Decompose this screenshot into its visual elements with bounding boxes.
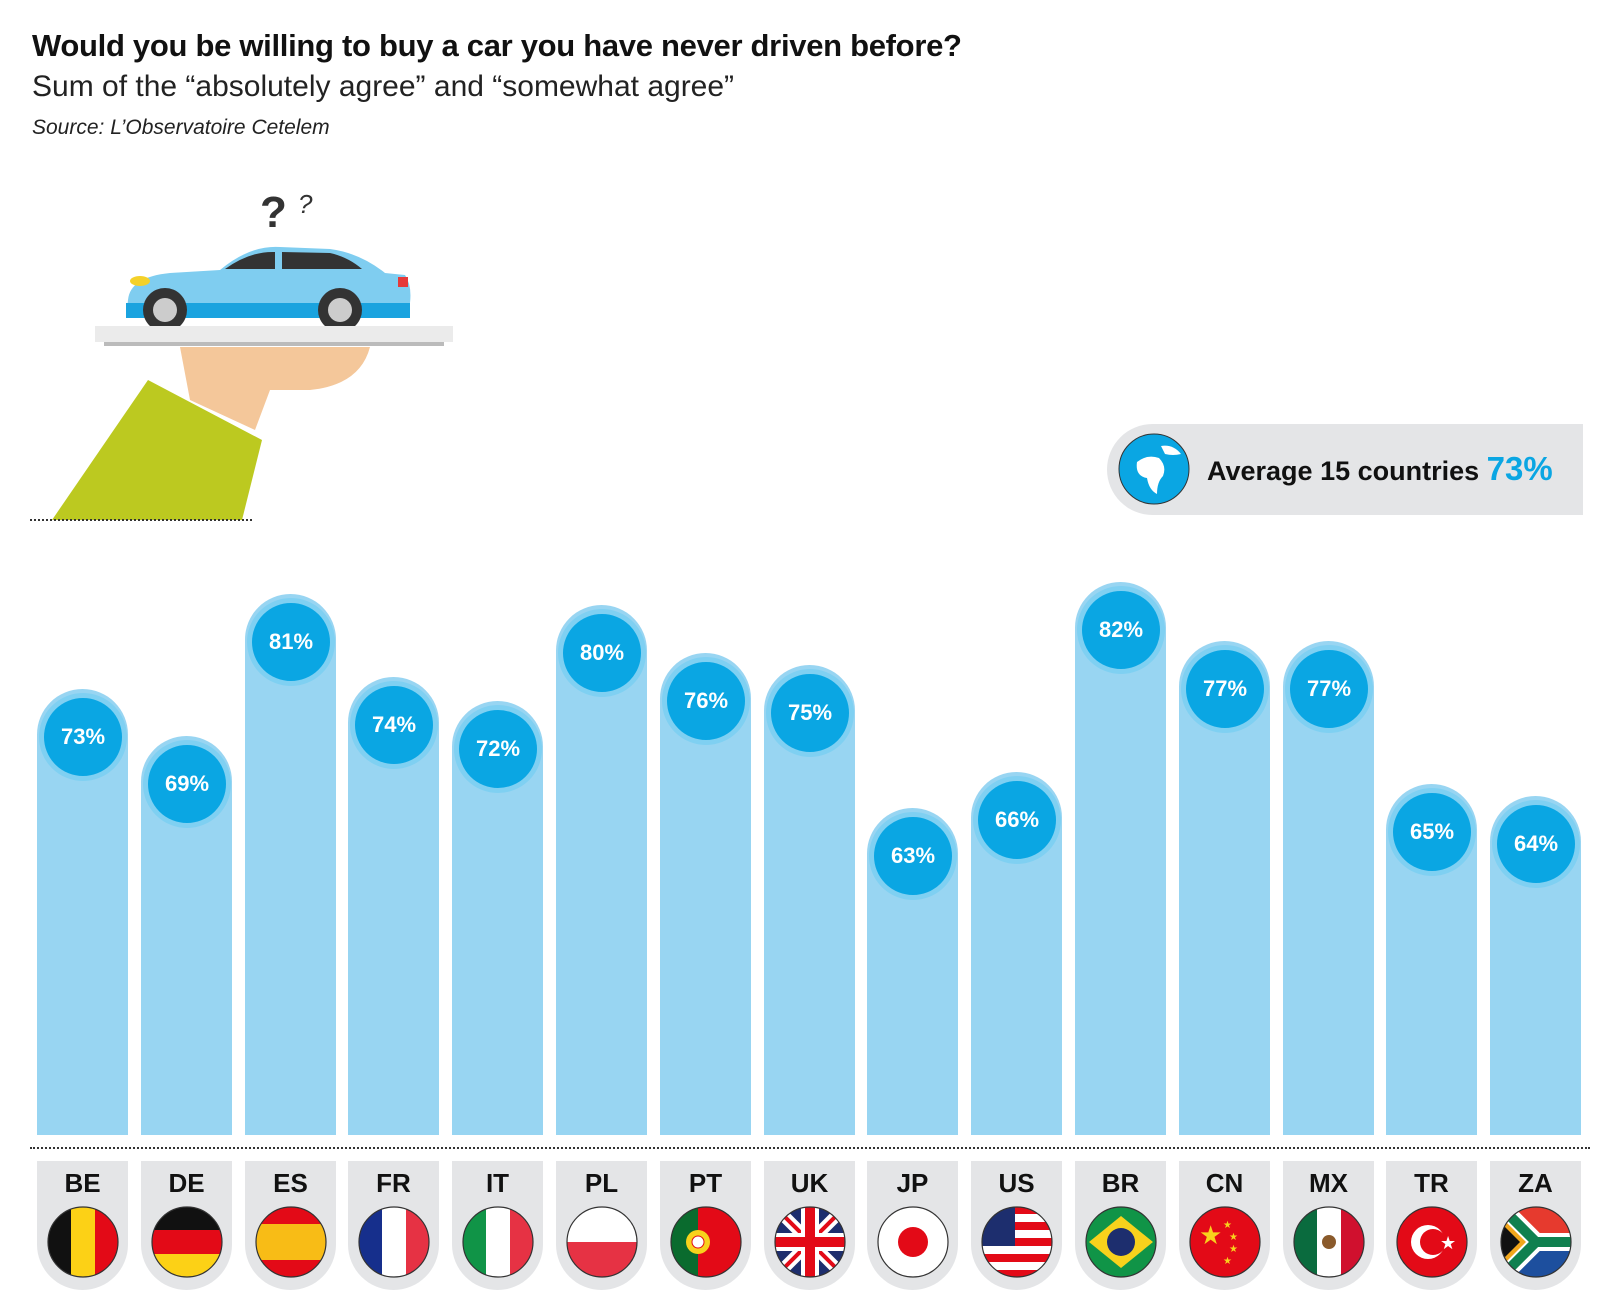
tick-label-br: BR (1101, 1168, 1140, 1198)
illustration-ground-line (30, 519, 252, 521)
value-label-es: 81% (247, 597, 335, 686)
flag-icon-br (1085, 1206, 1157, 1283)
tick-label-pl: PL (584, 1168, 619, 1198)
flag-icon-fr (358, 1206, 430, 1283)
value-label-tr: 65% (1388, 787, 1476, 876)
value-label-be: 73% (39, 692, 127, 781)
flag-icon-tr: ★ (1396, 1206, 1468, 1283)
tick-label-jp: JP (896, 1168, 929, 1198)
flag-icon-cn: ★ ★ ★ ★ ★ (1189, 1206, 1261, 1283)
svg-text:?: ? (260, 188, 287, 237)
tick-label-fr: FR (376, 1168, 411, 1198)
car-on-tray-illustration: ? ? (30, 185, 460, 530)
value-label-jp: 63% (869, 811, 957, 900)
tick-label-pt: PT (688, 1168, 723, 1198)
tick-label-it: IT (485, 1168, 510, 1198)
flag-icon-za (1500, 1206, 1572, 1283)
average-badge: Average 15 countries 73% (1107, 424, 1583, 515)
value-label-de: 69% (143, 740, 231, 829)
tick-label-mx: MX (1309, 1168, 1348, 1198)
tick-label-cn: CN (1205, 1168, 1244, 1198)
chart-source: Source: L’Observatoire Cetelem (32, 116, 330, 139)
value-label-mx: 77% (1285, 645, 1373, 734)
svg-text:★: ★ (1223, 1256, 1232, 1267)
tick-label-es: ES (273, 1168, 308, 1198)
flag-icon-de (151, 1206, 223, 1283)
svg-text:★: ★ (1223, 1220, 1232, 1231)
svg-text:?: ? (298, 189, 313, 219)
value-label-it: 72% (454, 704, 542, 793)
value-label-fr: 74% (350, 680, 438, 769)
flag-icon-mx (1293, 1206, 1365, 1283)
value-label-cn: 77% (1181, 645, 1269, 734)
tick-label-be: BE (64, 1168, 101, 1198)
value-label-br: 82% (1077, 585, 1165, 674)
flag-icon-pl (566, 1206, 638, 1283)
tick-label-de: DE (168, 1168, 205, 1198)
flag-icon-uk (774, 1206, 846, 1283)
value-label-pt: 76% (662, 657, 750, 746)
average-value: 73% (1486, 450, 1553, 487)
flag-icon-pt (670, 1206, 742, 1283)
tick-label-us: US (998, 1168, 1035, 1198)
flag-icon-es (255, 1206, 327, 1283)
svg-text:★: ★ (1229, 1244, 1238, 1255)
chart-subtitle: Sum of the “absolutely agree” and “somew… (32, 70, 735, 103)
svg-text:★: ★ (1229, 1232, 1238, 1243)
value-label-pl: 80% (558, 609, 646, 698)
flag-icon-it (462, 1206, 534, 1283)
value-label-za: 64% (1492, 799, 1580, 888)
value-label-uk: 75% (766, 668, 854, 757)
chart-title: Would you be willing to buy a car you ha… (32, 28, 962, 63)
flag-icon-be (47, 1206, 119, 1283)
baseline (30, 1147, 1590, 1149)
average-label: Average 15 countries (1207, 456, 1480, 486)
svg-text:★: ★ (1440, 1233, 1456, 1253)
flag-icon-jp (877, 1206, 949, 1283)
globe-icon (1118, 433, 1190, 505)
tick-label-za: ZA (1518, 1168, 1553, 1198)
bar-br (1075, 581, 1166, 1135)
tick-label-tr: TR (1414, 1168, 1449, 1198)
value-label-us: 66% (973, 776, 1061, 865)
svg-text:★: ★ (1199, 1220, 1222, 1250)
tick-label-uk: UK (790, 1168, 829, 1198)
flag-icon-us (981, 1206, 1053, 1283)
